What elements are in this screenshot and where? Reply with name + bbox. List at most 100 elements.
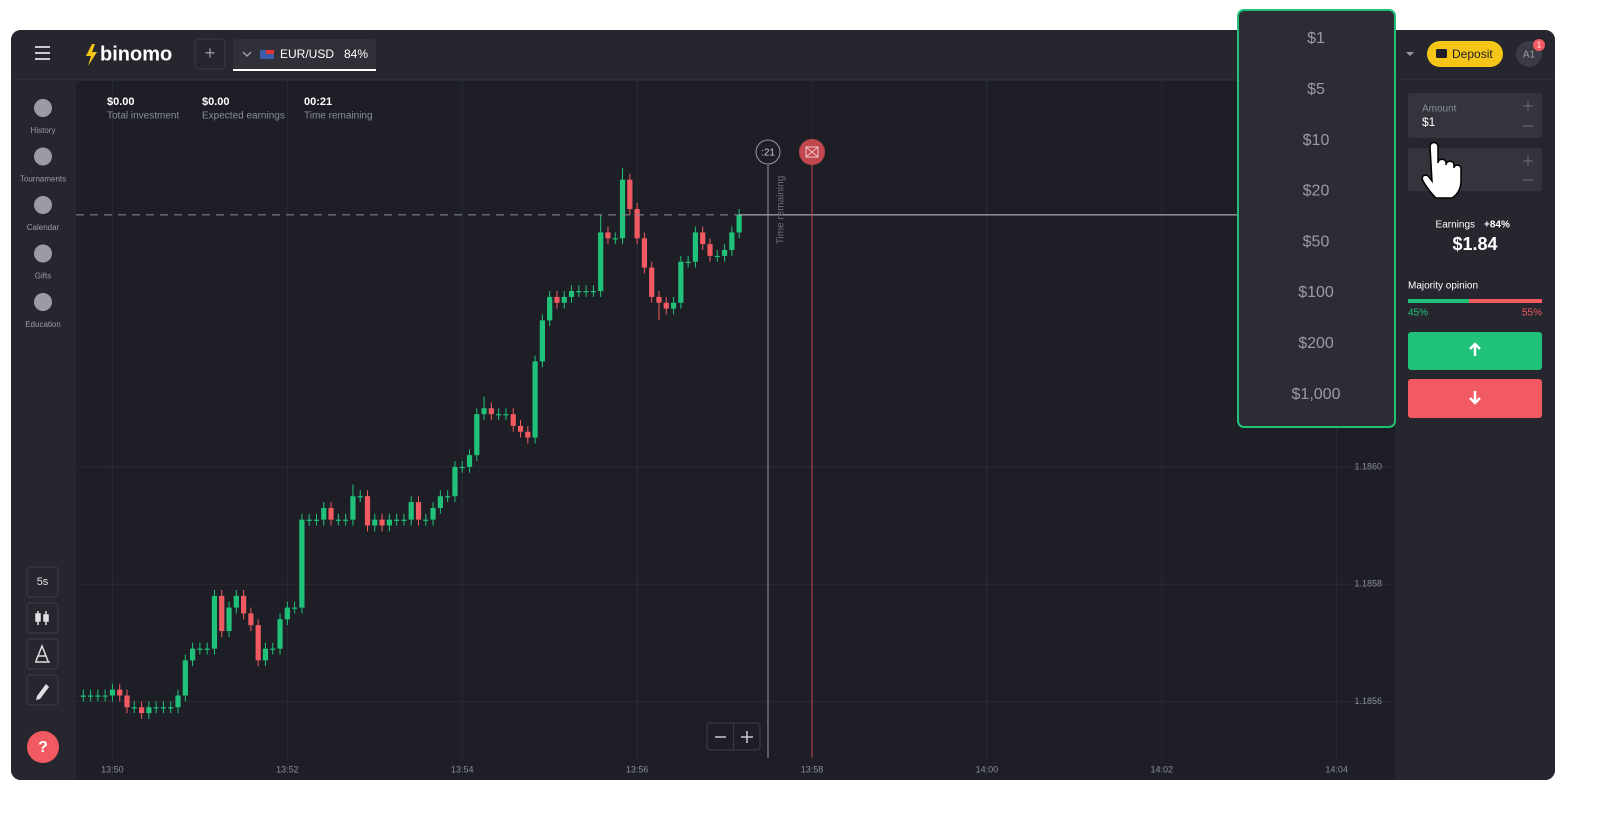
candle-body [554, 296, 560, 303]
asset-tab[interactable] [233, 39, 376, 70]
indicators-button[interactable] [26, 638, 59, 670]
x-tick-label: 13:58 [801, 764, 824, 774]
amount-input[interactable] [1408, 93, 1542, 138]
amount-option[interactable]: $1,000 [1292, 386, 1341, 403]
wallet-icon [1436, 49, 1447, 58]
amount-value: $1 [1422, 115, 1436, 129]
candle-body [736, 214, 742, 233]
candle-body [452, 466, 458, 497]
menu-icon[interactable] [35, 46, 50, 60]
majority-label: Majority opinion [1408, 281, 1478, 292]
candle-body [219, 595, 225, 632]
candle-body [539, 320, 545, 362]
timeframe-label: 5s [37, 576, 49, 588]
x-tick-label: 13:56 [626, 764, 649, 774]
amount-option[interactable]: $100 [1298, 284, 1334, 301]
mouse-cursor [1421, 141, 1462, 199]
countdown: :21 [761, 148, 775, 159]
amount-option[interactable]: $1 [1307, 30, 1325, 47]
x-tick-label: 14:00 [976, 764, 999, 774]
candle-body [641, 238, 648, 268]
candle-body [401, 519, 407, 521]
candle-body [627, 179, 633, 209]
candle-body [488, 408, 494, 415]
candle-body [292, 607, 298, 609]
stat-value: 00:21 [304, 96, 332, 108]
candle-body [459, 466, 465, 469]
stat-label: Time remaining [304, 111, 373, 122]
candle-body [306, 519, 312, 521]
drawing-button[interactable] [26, 674, 59, 706]
candle-body [343, 519, 349, 521]
candle-body [277, 619, 283, 649]
sidebar-icon [34, 196, 52, 214]
x-tick-label: 13:52 [276, 764, 299, 774]
pencil-icon [36, 684, 49, 700]
candle-body [445, 496, 451, 498]
candle-body [146, 707, 152, 714]
candle-body [670, 302, 677, 309]
account-chevron[interactable] [1406, 52, 1414, 56]
earnings-label: Earnings [1436, 220, 1475, 231]
notification-badge [1533, 39, 1545, 51]
candle-body [372, 519, 378, 526]
sidebar-label: Gifts [35, 272, 51, 281]
help-label: ? [38, 739, 48, 756]
x-tick-label: 13:50 [101, 764, 124, 774]
amount-option[interactable]: $200 [1298, 335, 1334, 352]
add-asset-button[interactable] [194, 38, 226, 70]
deposit-button[interactable] [1427, 41, 1503, 67]
zoom-in[interactable] [741, 731, 753, 743]
asset-chevron [242, 51, 252, 58]
sidebar-icon [34, 244, 52, 263]
candle-body [175, 695, 181, 708]
candle-body [532, 361, 538, 438]
amount-option[interactable]: $10 [1303, 132, 1330, 149]
notification-count: 1 [1537, 41, 1542, 50]
candle-body [496, 414, 502, 416]
majority-up: 45% [1408, 308, 1428, 319]
candle-body [605, 232, 611, 239]
candle-body [153, 707, 159, 709]
amount-steppers[interactable] [1523, 101, 1533, 127]
earnings-rate: +84% [1484, 220, 1510, 231]
amount-option[interactable]: $50 [1303, 233, 1330, 250]
candle-body [328, 507, 334, 520]
candle-body [692, 232, 699, 262]
x-tick-label: 14:04 [1325, 764, 1348, 774]
up-arrow [1469, 342, 1481, 356]
amount-option[interactable]: $20 [1303, 183, 1330, 200]
sidebar-label: Education [25, 320, 61, 329]
top-bar [11, 30, 1555, 80]
candle-body [707, 244, 713, 256]
sidebar-icons: History Tournaments Calendar Gifts Education [20, 99, 66, 329]
amount-option[interactable]: $5 [1307, 81, 1325, 98]
timeframe-button[interactable] [26, 566, 59, 598]
sidebar-icon [34, 293, 52, 311]
time-steppers[interactable] [1523, 156, 1533, 181]
asset-flag-stripe [266, 50, 274, 54]
majority-down: 55% [1522, 308, 1542, 319]
candle-body [619, 179, 626, 239]
avatar-initials: A1 [1523, 50, 1536, 61]
candle-body [313, 519, 320, 521]
x-tick-label: 13:54 [451, 764, 474, 774]
candle-body [138, 707, 145, 714]
chart-type-button[interactable] [26, 602, 59, 634]
candle-body [729, 232, 735, 250]
candle-body [714, 255, 720, 258]
stat-label: Total investment [107, 111, 179, 122]
earnings-value: $1.84 [1452, 234, 1497, 254]
candle-body [547, 296, 553, 321]
candle-body [525, 431, 531, 438]
sidebar-label: Calendar [27, 223, 60, 232]
candle-body [561, 296, 567, 303]
candle-body [437, 496, 443, 508]
help-button[interactable] [27, 731, 59, 763]
candle-body [270, 648, 276, 650]
candle-body [255, 625, 261, 661]
candle-body [262, 648, 269, 661]
candle-body [394, 519, 400, 521]
